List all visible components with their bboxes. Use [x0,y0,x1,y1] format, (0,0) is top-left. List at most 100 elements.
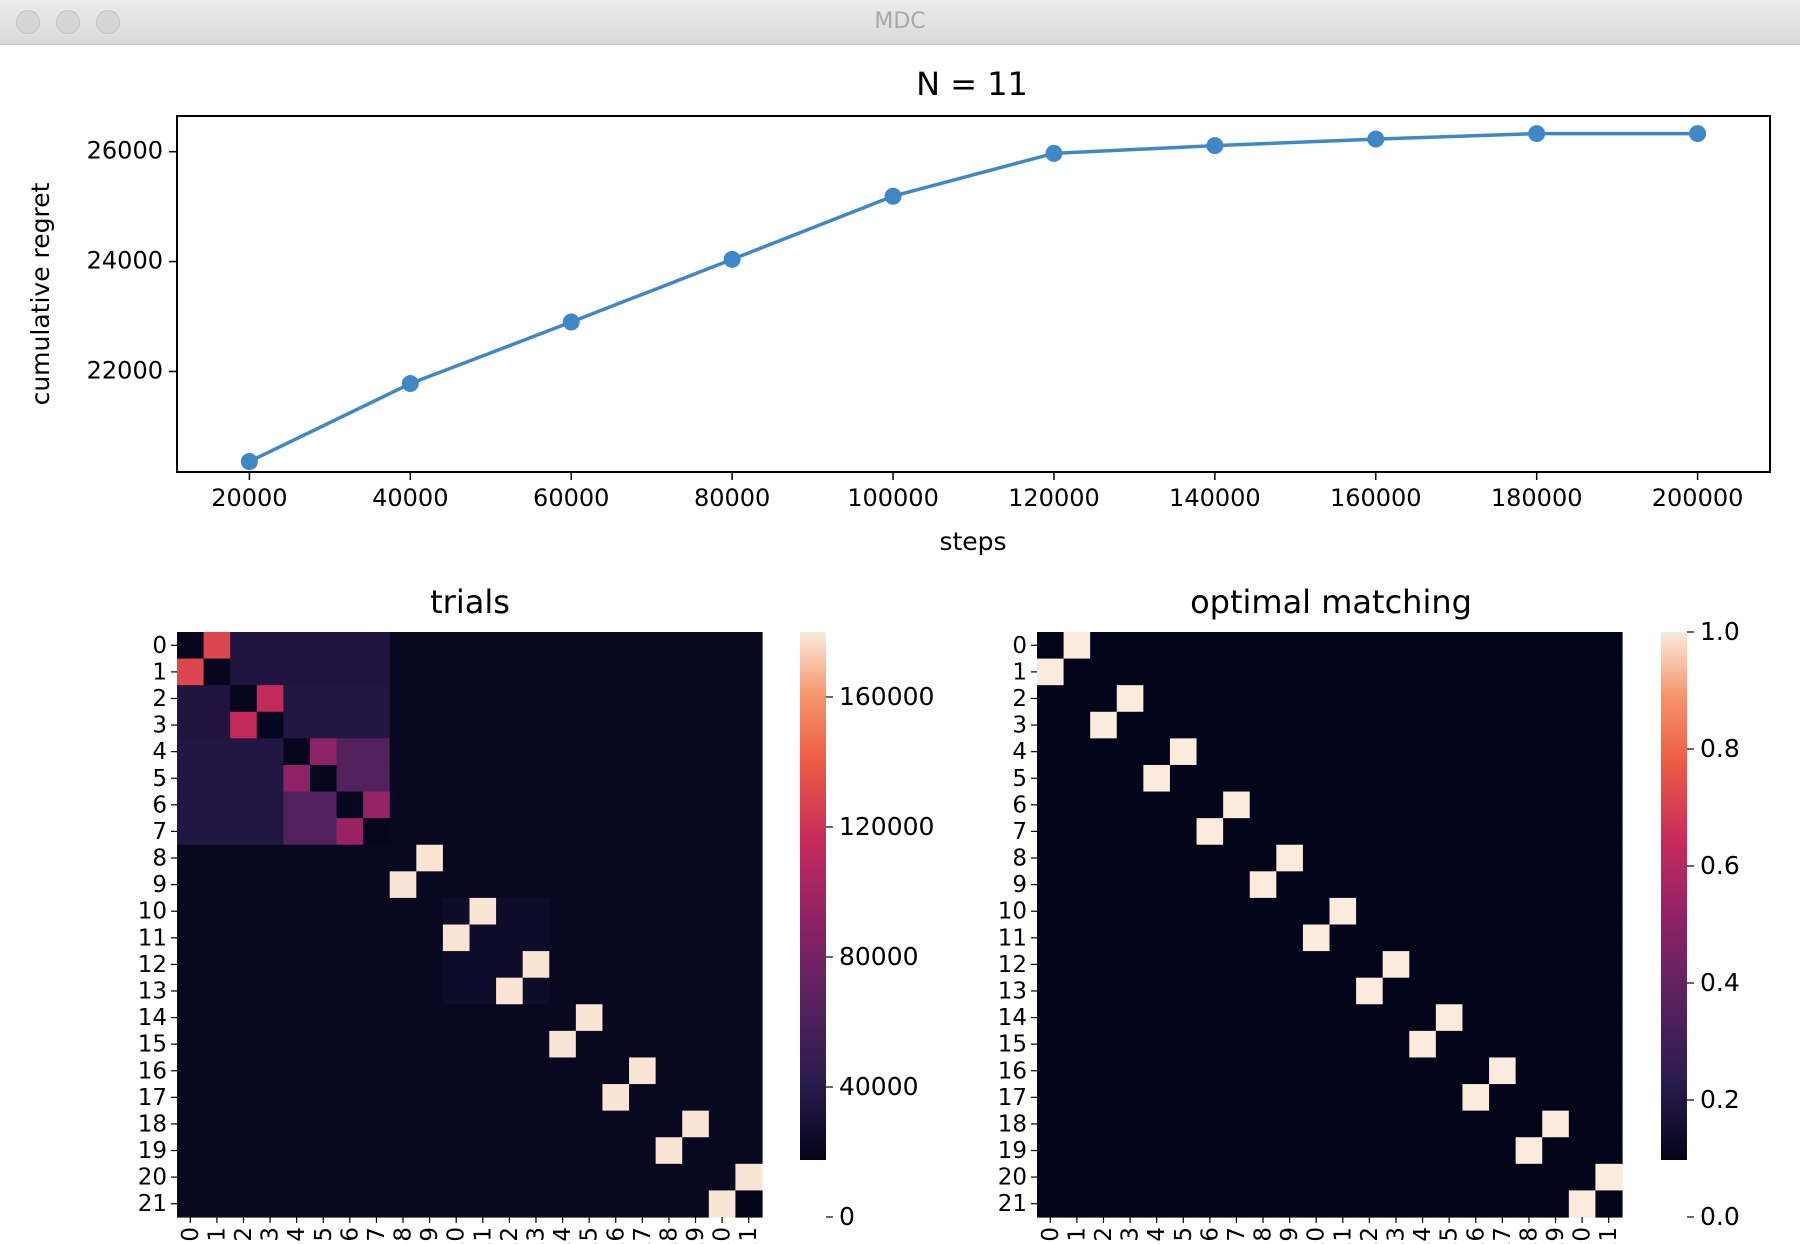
heatmap-cell [602,897,630,926]
heatmap-cell [1090,685,1118,713]
heatmap-cell [1037,1030,1065,1059]
heatmap-cell [1302,738,1331,766]
heatmap-cell [1542,844,1570,872]
heatmap-cell [1276,711,1304,739]
col-tick-label: 2 [1091,1227,1117,1242]
heatmap-cell [602,871,630,899]
heatmap-cell [1515,1163,1543,1192]
heatmap-cell [283,685,311,713]
heatmap-cell [1542,1110,1570,1138]
heatmap-cell [1302,977,1331,1005]
heatmap-cell [1595,791,1623,819]
heatmap-cell [549,1084,577,1112]
heatmap-cell [735,871,763,899]
line-chart-title: N = 11 [916,65,1028,103]
heatmap-cell [629,791,657,819]
heatmap-cell [1223,1084,1251,1112]
heatmap-cell [575,897,604,926]
heatmap-cell [1382,738,1410,766]
heatmap-cell [735,632,763,660]
heatmap-cell [336,1057,364,1085]
heatmap-cell [442,1137,471,1165]
heatmap-cell [389,764,417,793]
colorbar-tick-label: 160000 [839,682,934,711]
row-tick-label: 14 [138,1005,167,1031]
optimal-matching-heatmap: optimal matching 00112233445566778899101… [998,583,1740,1244]
heatmap-cell [549,1137,577,1165]
col-tick-label: 14 [550,1227,576,1244]
heatmap-cell [1143,951,1171,979]
heatmap-cell [283,791,311,819]
heatmap-cell [283,1004,311,1032]
heatmap-cell [1063,738,1091,766]
heatmap-cell [1435,1137,1464,1165]
heatmap-cell [1276,738,1304,766]
heatmap-cell [416,658,444,686]
heatmap-cell [1276,924,1304,952]
heatmap-cell [1196,738,1224,766]
heatmap-cell [469,1004,497,1032]
heatmap-cell [1409,738,1437,766]
heatmap-cell [1462,871,1490,899]
heatmap-cell [283,951,311,979]
heatmap-cell [1249,1004,1277,1032]
heatmap-cell [1435,844,1464,872]
heatmap-cell [336,818,364,846]
heatmap-cell [1037,844,1065,872]
col-tick-label: 6 [337,1227,363,1242]
zoom-window-button[interactable] [96,10,120,34]
heatmap-cell [655,1030,683,1059]
heatmap-cell [575,764,604,793]
heatmap-cell [416,871,444,899]
heatmap-cell [389,1084,417,1112]
x-axis-label: steps [939,527,1006,556]
heatmap-cell [1489,791,1517,819]
heatmap-cell [416,632,444,660]
heatmap-cell [1542,951,1570,979]
heatmap-cell [735,711,763,739]
heatmap-cell [1037,1057,1065,1085]
heatmap-cell [682,1190,710,1218]
heatmap-cell [203,764,231,793]
heatmap-cell [177,1163,205,1192]
heatmap-cell [469,1057,497,1085]
row-tick-label: 18 [998,1111,1027,1137]
minimize-window-button[interactable] [56,10,80,34]
heatmap-cell [1249,924,1277,952]
heatmap-cell [1116,897,1144,926]
heatmap-cell [1515,1137,1543,1165]
heatmap-cell [1143,977,1171,1005]
heatmap-cell [1276,818,1304,846]
heatmap-cell [1037,738,1065,766]
heatmap-cell [1037,924,1065,952]
heatmap-cell [1435,1004,1464,1032]
heatmap-cell [1409,685,1437,713]
heatmap-cell [363,844,391,872]
heatmap-cell [1090,791,1118,819]
heatmap-cell [708,951,737,979]
heatmap-cell [1595,924,1623,952]
heatmap-cell [283,1137,311,1165]
heatmap-cell [1382,871,1410,899]
heatmap-cell [1542,1163,1570,1192]
heatmap-cell [1382,951,1410,979]
heatmap-cell [1223,1190,1251,1218]
heatmap-cell [1169,1004,1198,1032]
heatmap-cell [1329,1137,1357,1165]
heatmap-cell [203,632,231,660]
heatmap-cell [1196,1163,1224,1192]
heatmap-cell [1595,897,1623,926]
close-window-button[interactable] [16,10,40,34]
row-tick-label: 8 [1012,846,1027,872]
heatmap-cell [1223,632,1251,660]
heatmap-cell [469,951,497,979]
heatmap-cell [1435,658,1464,686]
heatmap-cell [1489,924,1517,952]
heatmap-cell [682,897,710,926]
y-tick-label: 24000 [87,247,163,275]
heatmap-cell [1409,924,1437,952]
heatmap-cell [1329,897,1357,926]
col-tick-label: 18 [1516,1227,1542,1244]
heatmap-cell [203,1190,231,1218]
heatmap-cell [309,818,338,846]
